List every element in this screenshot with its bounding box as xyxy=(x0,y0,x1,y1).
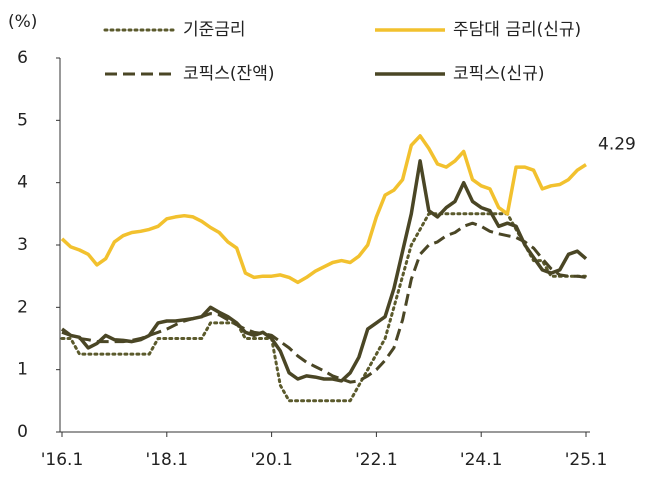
y-tick-label: 1 xyxy=(17,360,28,380)
x-tick-label: '16.1 xyxy=(41,450,84,470)
data-label: 4.29 xyxy=(598,135,636,155)
series-line xyxy=(60,212,588,403)
x-tick-label: '18.1 xyxy=(146,450,189,470)
legend-label: 코픽스(잔액) xyxy=(183,64,274,84)
series-line xyxy=(60,159,588,383)
legend-label: 주담대 금리(신규) xyxy=(453,20,581,40)
y-tick-label: 2 xyxy=(17,297,28,317)
series-line xyxy=(60,134,587,285)
x-tick-label: '20.1 xyxy=(250,450,293,470)
y-axis-label: (%) xyxy=(8,12,37,32)
x-tick-label: '24.1 xyxy=(460,450,503,470)
y-tick-label: 0 xyxy=(17,422,28,442)
y-tick-label: 3 xyxy=(17,235,28,255)
y-tick-label: 4 xyxy=(17,173,28,193)
y-tick-label: 5 xyxy=(17,110,28,130)
legend-label: 코픽스(신규) xyxy=(453,64,544,84)
x-tick-label: '25.1 xyxy=(565,450,608,470)
x-tick-label: '22.1 xyxy=(355,450,398,470)
legend-label: 기준금리 xyxy=(183,20,246,40)
series-line xyxy=(61,221,587,384)
y-tick-label: 6 xyxy=(17,48,28,68)
